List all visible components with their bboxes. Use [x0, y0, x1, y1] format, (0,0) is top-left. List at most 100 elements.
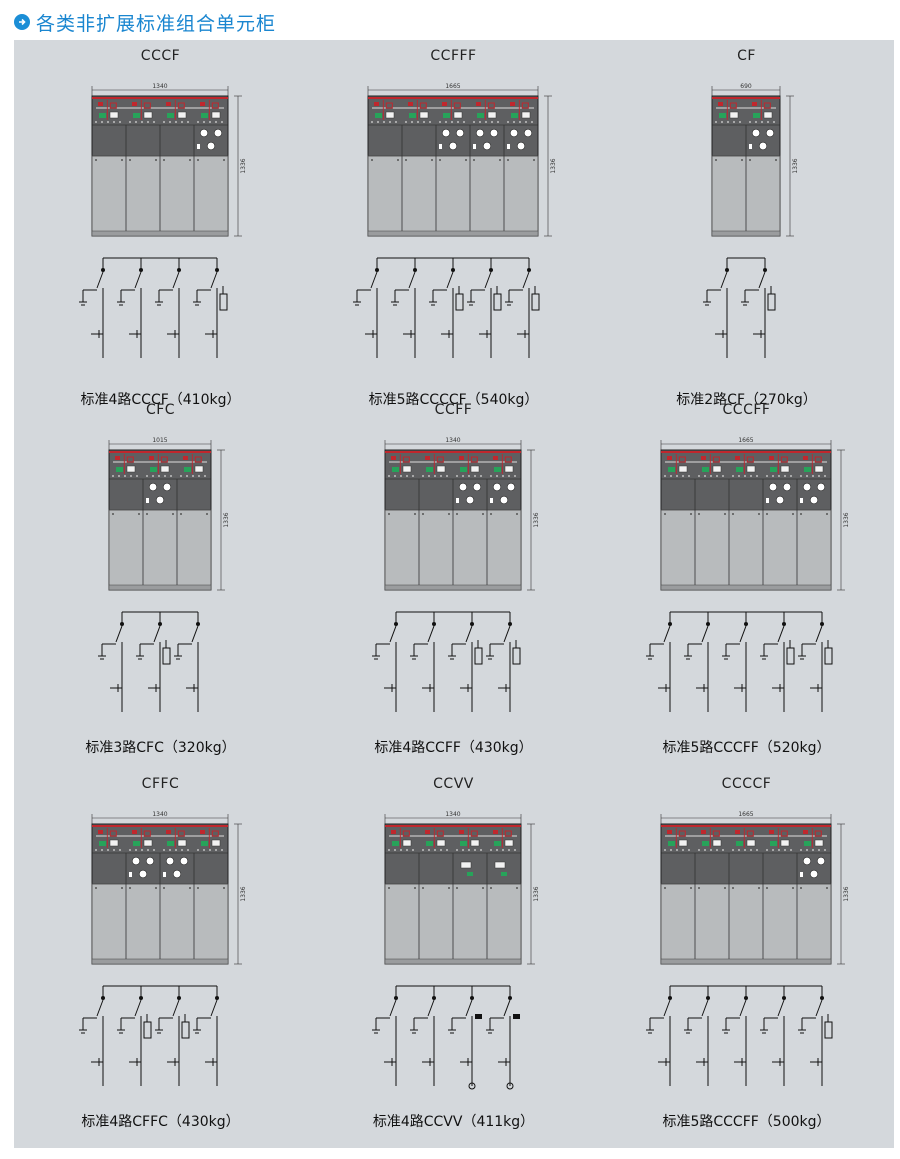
- width-dimension-label: 1340: [445, 811, 460, 818]
- breaker-symbol: [475, 1014, 482, 1019]
- indicator-dot: [395, 121, 397, 123]
- load-switch: [484, 271, 492, 289]
- indicator-dot: [463, 121, 465, 123]
- green-component: [477, 113, 484, 118]
- operating-mechanism: [385, 111, 395, 119]
- bolt: [732, 513, 734, 515]
- operating-mechanism: [470, 839, 480, 847]
- operating-mechanism: [436, 839, 446, 847]
- unit-caption: 标准5路CCCFF（520kg）: [662, 740, 831, 756]
- bolt: [112, 513, 114, 515]
- height-dimension-label: 1336: [223, 512, 230, 527]
- indicator-dot: [670, 849, 672, 851]
- indicator-dot: [215, 849, 217, 851]
- indicator-dot: [101, 121, 103, 123]
- unit-caption: 标准5路CCCCF（540kg）: [368, 392, 539, 408]
- contact-dot: [177, 268, 181, 272]
- indicator-dot: [473, 121, 475, 123]
- indicator-dot: [688, 849, 690, 851]
- indicator-dot: [519, 121, 521, 123]
- fuse-knob: [148, 482, 158, 492]
- fuse-knob: [448, 141, 458, 151]
- indicator-dot: [445, 121, 447, 123]
- fuse-symbol: [493, 293, 502, 311]
- switch-symbol: [419, 102, 427, 109]
- indicator-dot: [755, 121, 757, 123]
- contact-dot: [215, 996, 219, 1000]
- bolt: [516, 887, 518, 889]
- switch-symbol: [402, 830, 410, 837]
- indicator-dot: [164, 475, 166, 477]
- contact-dot: [394, 996, 398, 1000]
- bolt: [826, 887, 828, 889]
- bolt: [155, 159, 157, 161]
- indicator-dot: [664, 475, 666, 477]
- operating-mechanism: [143, 839, 153, 847]
- cabinet-base: [660, 958, 832, 965]
- bolt: [724, 887, 726, 889]
- width-dimension-label: 1665: [738, 437, 753, 444]
- switch-symbol: [194, 456, 202, 463]
- switch-symbol: [678, 830, 686, 837]
- cabinet-drawing: 1340 1336: [91, 811, 247, 965]
- status-indicator: [701, 456, 706, 460]
- load-switch: [115, 625, 123, 643]
- green-component: [201, 113, 208, 118]
- indicator-dot: [750, 475, 752, 477]
- indicator-dot: [422, 475, 424, 477]
- width-dimension-label: 1665: [738, 811, 753, 818]
- load-switch: [446, 271, 454, 289]
- operating-mechanism: [678, 465, 688, 473]
- operating-mechanism: [126, 465, 136, 473]
- contact-dot: [508, 996, 512, 1000]
- bolt: [690, 887, 692, 889]
- green-component: [460, 841, 467, 846]
- cabinet-lower-panel: [367, 155, 539, 237]
- wiring-schematic: [372, 611, 521, 712]
- green-component: [201, 841, 208, 846]
- bolt: [371, 159, 373, 161]
- contact-dot: [375, 268, 379, 272]
- status-indicator: [493, 830, 498, 834]
- indicator-dot: [95, 121, 97, 123]
- operating-mechanism: [109, 839, 119, 847]
- status-indicator: [667, 456, 672, 460]
- bolt: [197, 159, 199, 161]
- fuse-knob: [765, 128, 775, 138]
- indicator-dot: [141, 121, 143, 123]
- cabinet-drawing: 1665 1336: [660, 811, 850, 965]
- status-indicator: [98, 102, 103, 106]
- switch-symbol: [211, 102, 219, 109]
- green-component: [133, 841, 140, 846]
- cabinet-drawing: 1340 1336: [91, 83, 247, 237]
- indicator-dot: [124, 475, 126, 477]
- width-dimension-label: 690: [740, 83, 752, 90]
- height-dimension-label: 1336: [240, 886, 247, 901]
- operating-mechanism: [402, 465, 412, 473]
- contact-dot: [744, 622, 748, 626]
- bolt: [448, 513, 450, 515]
- green-component: [804, 841, 811, 846]
- cabinet-drawing: 1340 1336: [384, 437, 540, 591]
- indicator-dot: [422, 849, 424, 851]
- bolt: [482, 513, 484, 515]
- load-switch: [701, 625, 709, 643]
- operating-mechanism: [177, 839, 187, 847]
- indicator-dot: [203, 849, 205, 851]
- indicator-dot: [756, 849, 758, 851]
- status-indicator: [510, 102, 515, 106]
- green-component: [753, 113, 760, 118]
- wiring-schematic: [353, 257, 540, 358]
- height-dimension-label: 1336: [843, 512, 850, 527]
- green-component: [392, 467, 399, 472]
- status-indicator: [132, 830, 137, 834]
- wiring-schematic: [79, 257, 228, 358]
- bolt: [533, 159, 535, 161]
- switch-symbol: [126, 456, 134, 463]
- wiring-schematic: [372, 985, 520, 1090]
- fuse-knob: [482, 141, 492, 151]
- indicator-dot: [456, 849, 458, 851]
- fuse-knob: [206, 141, 216, 151]
- operating-mechanism: [780, 839, 790, 847]
- status-indicator: [718, 102, 723, 106]
